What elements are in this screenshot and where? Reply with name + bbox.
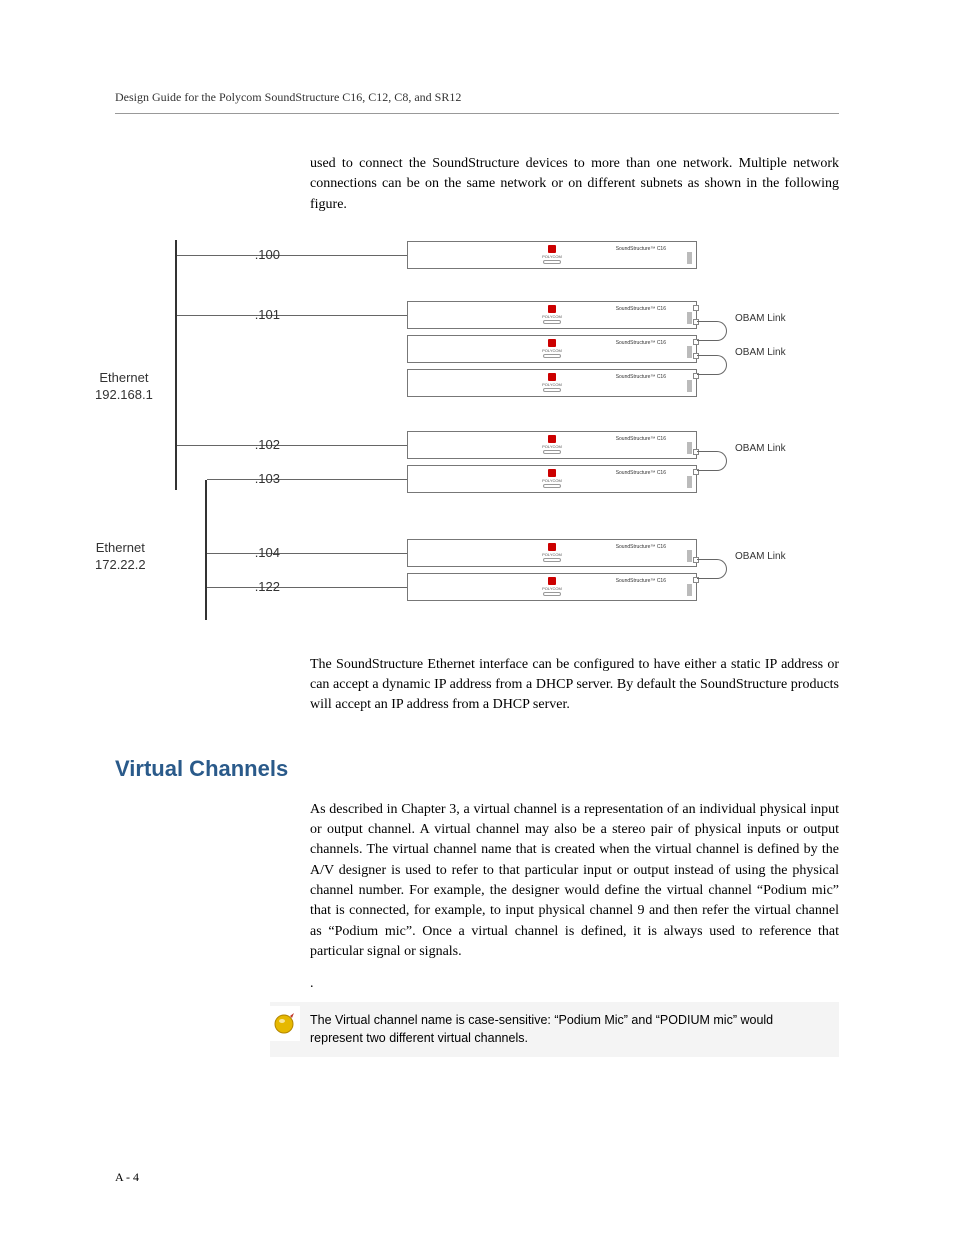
network-diagram: Ethernet 192.168.1 Ethernet 172.22.2 .10… [75,235,815,625]
dot: . [310,976,839,992]
conn-line [177,255,407,256]
device-model: SoundStructure™ C16 [616,306,666,312]
device-brand: POLYCOM [542,382,562,387]
device-model: SoundStructure™ C16 [616,340,666,346]
note-text: The Virtual channel name is case-sensiti… [300,1006,839,1053]
obam-link-label: OBAM Link [735,347,786,358]
eth1-subnet: 192.168.1 [95,387,153,402]
eth1-name: Ethernet [99,370,148,385]
section-heading-virtual-channels: Virtual Channels [115,756,839,782]
device-box: POLYCOM SoundStructure™ C16 [407,335,697,363]
eth2-subnet: 172.22.2 [95,557,146,572]
device-box: POLYCOM SoundStructure™ C16 [407,241,697,269]
ip-122: .122 [230,579,280,594]
obam-link-curve [697,559,727,579]
page-header: Design Guide for the Polycom SoundStruct… [115,90,839,105]
obam-link-label: OBAM Link [735,313,786,324]
note-callout: The Virtual channel name is case-sensiti… [270,1002,839,1057]
ethernet1-label: Ethernet 192.168.1 [95,370,153,404]
ip-100: .100 [230,247,280,262]
conn-line [177,445,407,446]
device-box: POLYCOM SoundStructure™ C16 [407,465,697,493]
device-model: SoundStructure™ C16 [616,544,666,550]
device-brand: POLYCOM [542,586,562,591]
device-box: POLYCOM SoundStructure™ C16 [407,301,697,329]
ethernet2-label: Ethernet 172.22.2 [95,540,146,574]
device-model: SoundStructure™ C16 [616,436,666,442]
obam-link-curve [697,355,727,375]
device-model: SoundStructure™ C16 [616,578,666,584]
ip-102: .102 [230,437,280,452]
device-brand: POLYCOM [542,348,562,353]
device-model: SoundStructure™ C16 [616,246,666,252]
page-footer: A - 4 [115,1170,139,1185]
device-box: POLYCOM SoundStructure™ C16 [407,431,697,459]
ip-103: .103 [230,471,280,486]
obam-link-label: OBAM Link [735,551,786,562]
paragraph-2: The SoundStructure Ethernet interface ca… [310,655,839,716]
device-box: POLYCOM SoundStructure™ C16 [407,573,697,601]
device-brand: POLYCOM [542,552,562,557]
ip-101: .101 [230,307,280,322]
device-model: SoundStructure™ C16 [616,470,666,476]
obam-link-label: OBAM Link [735,443,786,454]
device-box: POLYCOM SoundStructure™ C16 [407,539,697,567]
device-model: SoundStructure™ C16 [616,374,666,380]
intro-paragraph: used to connect the SoundStructure devic… [310,154,839,215]
conn-line [177,315,407,316]
header-rule [115,113,839,114]
ip-104: .104 [230,545,280,560]
note-icon [270,1006,300,1041]
device-brand: POLYCOM [542,444,562,449]
eth2-name: Ethernet [96,540,145,555]
obam-link-curve [697,451,727,471]
section-body: As described in Chapter 3, a virtual cha… [310,800,839,962]
obam-link-curve [697,321,727,341]
device-brand: POLYCOM [542,254,562,259]
device-brand: POLYCOM [542,478,562,483]
device-brand: POLYCOM [542,314,562,319]
ethernet-bus-2 [205,480,207,620]
device-box: POLYCOM SoundStructure™ C16 [407,369,697,397]
ethernet-bus-1 [175,240,177,490]
